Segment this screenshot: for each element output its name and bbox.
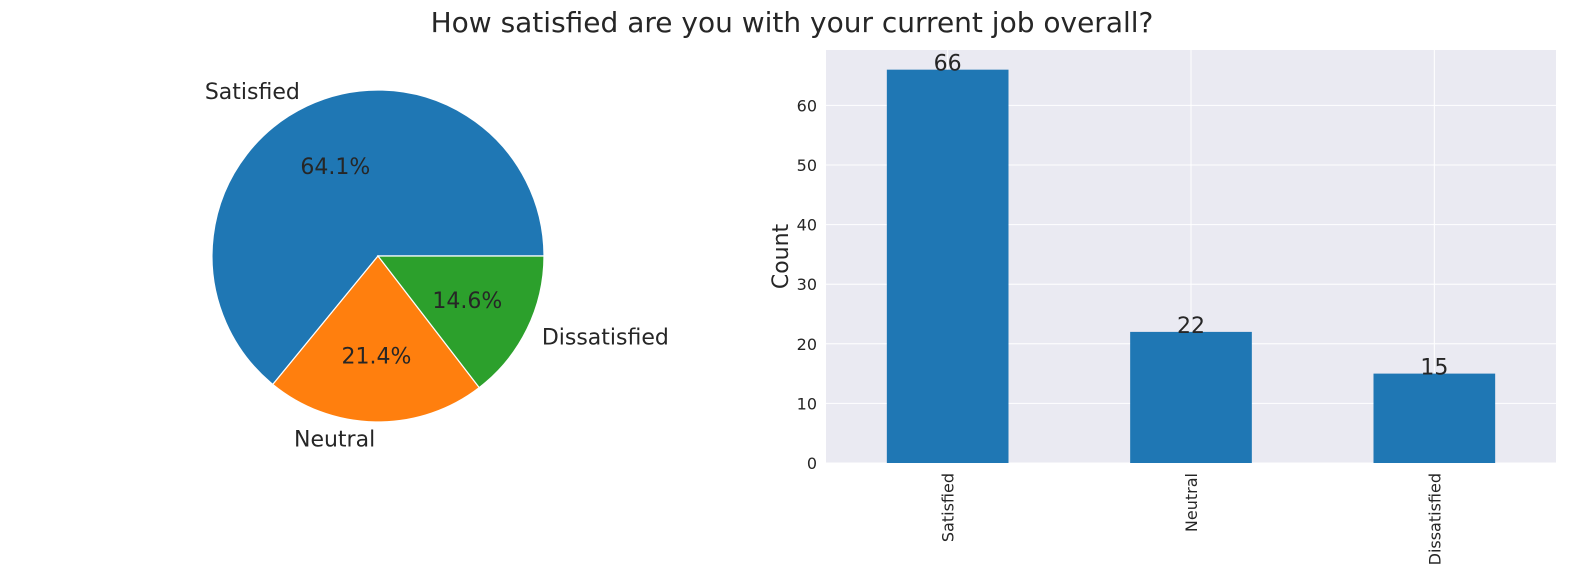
x-tick-label: Dissatisfied (1425, 473, 1444, 565)
pie-category-label: Satisfied (205, 80, 300, 105)
x-tick-label: Neutral (1182, 473, 1201, 532)
bar-dissatisfied (1373, 373, 1496, 463)
pie-category-label: Neutral (294, 428, 375, 453)
x-tick-label: Satisfied (939, 473, 958, 542)
y-tick-label: 50 (797, 156, 817, 175)
bar-data-label: 22 (1177, 314, 1205, 339)
pie-category-label: Dissatisfied (542, 326, 669, 351)
pie-slice-dissatisfied (376, 255, 545, 389)
y-tick-label: 30 (797, 275, 817, 294)
bar-data-label: 15 (1420, 356, 1448, 381)
figure-title: How satisfied are you with your current … (430, 6, 1154, 39)
y-tick-label: 10 (797, 394, 817, 413)
bar-neutral (1130, 331, 1252, 463)
pie-percent-label: 14.6% (432, 289, 502, 314)
bar-data-label: 66 (934, 52, 962, 77)
pie-percent-label: 64.1% (300, 155, 370, 180)
y-axis-label: Count (769, 223, 794, 289)
pie-slice-neutral (271, 255, 481, 423)
pie-percent-label: 21.4% (342, 345, 412, 370)
y-tick-label: 0 (807, 454, 817, 473)
y-tick-label: 20 (797, 335, 817, 354)
pie-slice-satisfied (211, 89, 545, 386)
y-tick-label: 60 (797, 96, 817, 115)
y-tick-label: 40 (797, 216, 817, 235)
bar-satisfied (886, 69, 1009, 464)
pie-chart: 64.1% Satisfied 21.4% Neutral 14.6% Dissatisf… (205, 80, 669, 453)
